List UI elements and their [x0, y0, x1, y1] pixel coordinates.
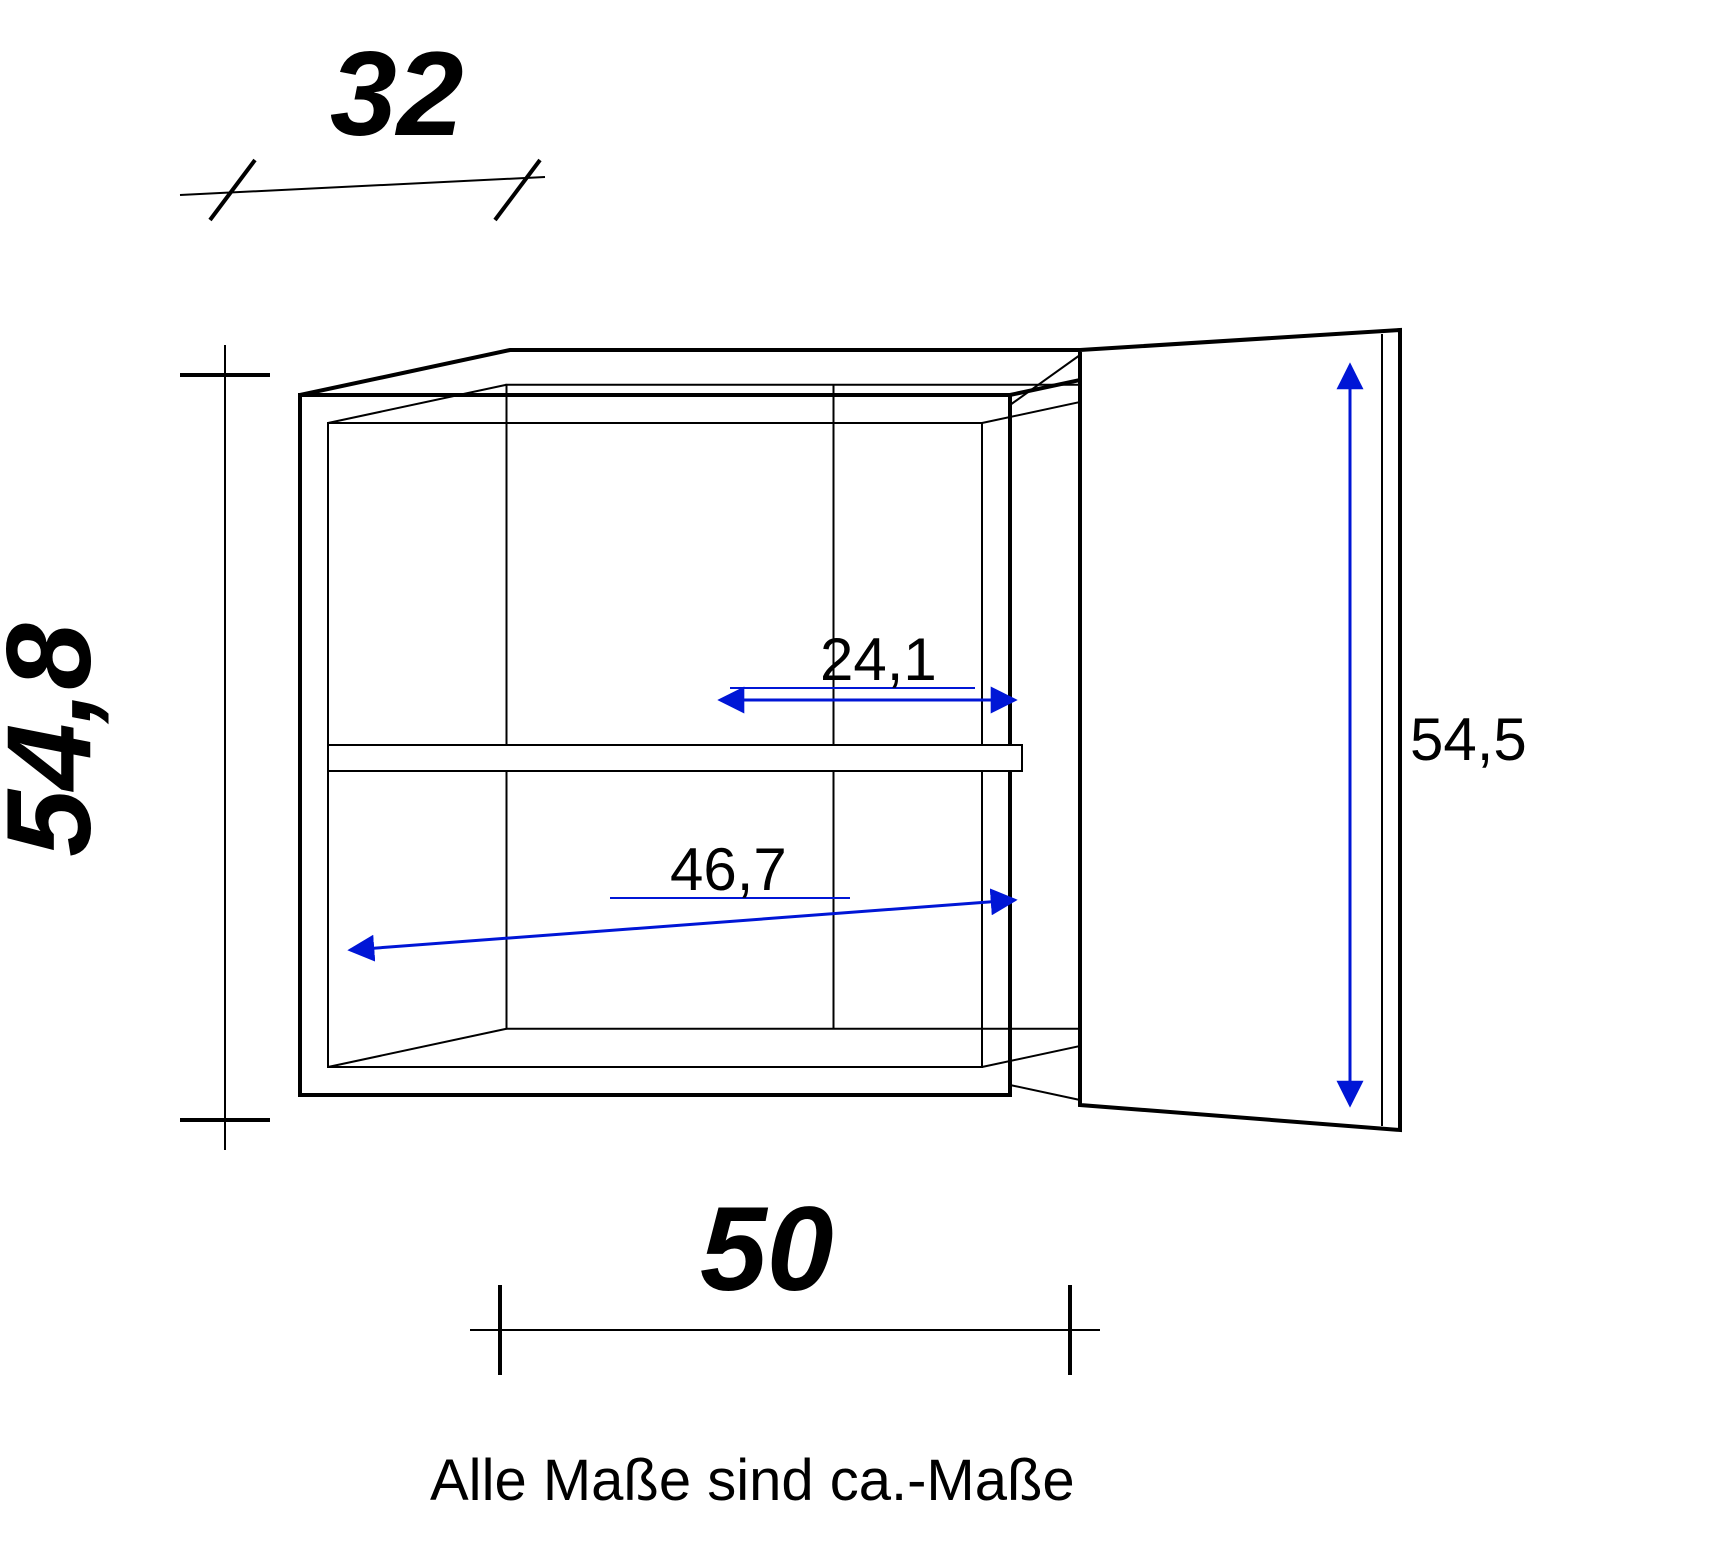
- cabinet-depth-lines: [328, 385, 1161, 1067]
- dim-arrow-inner-width: [350, 900, 1015, 950]
- cabinet-door: [1080, 330, 1400, 1130]
- label-height: 54,8: [0, 623, 116, 857]
- label-inner-width: 46,7: [670, 836, 787, 903]
- hinge-line-bottom: [1010, 1085, 1080, 1100]
- label-depth: 32: [330, 27, 463, 161]
- hinge-line-top: [1010, 355, 1080, 405]
- caption-text: Alle Maße sind ca.-Maße: [430, 1448, 1075, 1513]
- label-width: 50: [700, 1182, 833, 1316]
- label-shelf-depth: 24,1: [820, 626, 937, 693]
- depth-tick-2: [495, 160, 540, 220]
- cabinet-shelf: [328, 745, 1022, 771]
- label-door-height: 54,5: [1410, 706, 1527, 773]
- depth-tick-1: [210, 160, 255, 220]
